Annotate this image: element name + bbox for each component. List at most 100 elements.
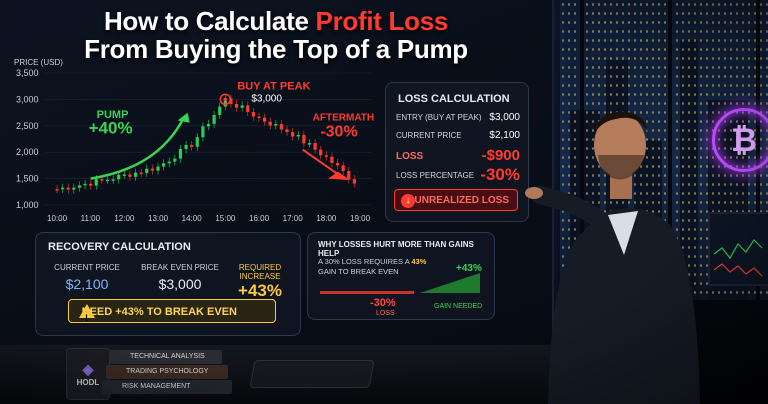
candle-body — [167, 161, 171, 164]
title-highlight: Profit Loss — [315, 6, 449, 36]
book-risk-management: RISK MANAGEMENT — [102, 380, 232, 394]
candle-body — [206, 123, 211, 127]
y-axis-label: PRICE (USD) — [14, 58, 63, 67]
candle-body — [319, 149, 323, 156]
candle-body — [133, 172, 138, 177]
x-tick-label: 17:00 — [283, 214, 304, 223]
why-text-highlight: 43% — [411, 257, 427, 266]
presenter-beard — [598, 155, 644, 180]
peak-value: $3,000 — [251, 93, 282, 104]
pct-label: LOSS PERCENTAGE — [396, 171, 475, 180]
side-monitor-chart — [713, 239, 763, 277]
recovery-header: RECOVERY CALCULATION — [48, 241, 191, 253]
candle-body — [296, 134, 300, 137]
candle-body — [72, 187, 76, 190]
peak-marker-dot — [223, 97, 228, 102]
candle-body — [302, 134, 306, 144]
x-tick-label: 11:00 — [81, 214, 101, 223]
presenter — [525, 111, 700, 404]
aftermath-arrow — [302, 148, 343, 178]
presentation-screen: How to Calculate Profit Loss From Buying… — [0, 0, 554, 347]
candle-body — [145, 168, 149, 173]
candle-body — [77, 185, 82, 188]
candle-body — [324, 155, 328, 157]
entry-row: ENTRY (BUY AT PEAK) $3,000 — [396, 112, 520, 123]
x-tick-label: 14:00 — [182, 214, 203, 223]
title-line-2: From Buying the Top of a Pump — [84, 34, 468, 64]
aftermath-label: AFTERMATH — [313, 113, 374, 124]
candle-body — [94, 179, 98, 186]
candle-body — [341, 165, 345, 171]
pump-arrow — [90, 117, 185, 180]
loss-gain-graphic: +43% -30% LOSS GAIN NEEDED — [320, 263, 482, 317]
candle-body — [285, 129, 289, 133]
candle-body — [61, 187, 65, 190]
candle-body — [139, 172, 143, 175]
why-header: WHY LOSSES HURT MORE THAN GAINS HELP — [318, 240, 474, 258]
candle-body — [150, 168, 154, 171]
breakeven-value: $3,000 — [158, 276, 202, 292]
mug-text: HODL — [76, 378, 100, 387]
title-line-1: How to Calculate Profit Loss — [0, 6, 552, 37]
loss-label: LOSS — [396, 151, 424, 162]
loss-calculation-panel: LOSS CALCULATION ENTRY (BUY AT PEAK) $3,… — [385, 82, 529, 222]
pct-value: -30% — [480, 165, 520, 184]
tablet — [249, 360, 375, 388]
warning-icon — [79, 304, 95, 330]
loss-row: LOSS -$900 — [396, 147, 520, 164]
candle-body — [100, 179, 104, 181]
candle-body — [122, 174, 126, 176]
gain-wedge — [420, 273, 480, 293]
candle-body — [257, 116, 261, 119]
candle-body — [184, 144, 188, 149]
aftermath-arrowhead — [328, 171, 350, 181]
candle-body — [201, 126, 205, 138]
required-label: REQUIRED INCREASE — [238, 263, 282, 281]
x-tick-label: 16:00 — [249, 214, 270, 223]
recovery-current-value: $2,100 — [65, 276, 109, 292]
y-tick-label: 2,500 — [16, 121, 39, 131]
candle-body — [195, 137, 199, 147]
candle-body — [190, 144, 194, 147]
candle-body — [156, 166, 160, 171]
y-tick-label: 1,500 — [16, 174, 39, 184]
break-even-text: NEED +43% TO BREAK EVEN — [81, 306, 237, 318]
recovery-calculation-panel: RECOVERY CALCULATION CURRENT PRICE $2,10… — [35, 232, 301, 336]
candle-body — [212, 114, 216, 124]
recovery-current-label: CURRENT PRICE — [54, 263, 120, 272]
bitcoin-neon-icon: ₿ — [712, 108, 768, 172]
loss-bar — [320, 291, 414, 294]
x-tick-label: 12:00 — [114, 214, 135, 223]
x-tick-label: 10:00 — [47, 214, 68, 223]
candle-body — [55, 189, 59, 191]
candle-body — [117, 174, 121, 180]
y-tick-label: 2,000 — [16, 147, 39, 157]
candle-body — [279, 123, 284, 130]
y-tick-label: 3,500 — [16, 68, 39, 78]
x-tick-label: 19:00 — [350, 214, 371, 223]
breakeven-label: BREAK EVEN PRICE — [141, 263, 219, 272]
y-tick-label: 1,000 — [16, 200, 39, 210]
why-text: A 30% LOSS REQUIRES A 43% GAIN TO BREAK … — [318, 257, 438, 277]
price-chart: PRICE (USD)3,500 3,000 2,500 2,000 1,500 1,00… — [14, 58, 374, 223]
candle-body — [307, 143, 312, 145]
candle-body — [330, 156, 334, 163]
unrealized-loss-label: UNREALIZED LOSS — [414, 195, 509, 206]
x-tick-label: 18:00 — [316, 214, 337, 223]
candle-body — [162, 163, 166, 167]
pct-row: LOSS PERCENTAGE -30% — [396, 165, 520, 184]
pump-arrowhead — [177, 112, 190, 123]
down-arrow-icon: ↓ — [401, 194, 415, 208]
loss-value: -$900 — [481, 147, 520, 164]
candle-body — [218, 106, 222, 115]
required-value: +43% — [238, 281, 282, 300]
candle-body — [234, 103, 239, 108]
why-losses-panel: WHY LOSSES HURT MORE THAN GAINS HELP A 3… — [307, 232, 495, 320]
candle-body — [246, 105, 250, 113]
y-tick-label: 3,000 — [16, 94, 39, 104]
candle-body — [291, 132, 295, 137]
candle-body — [105, 179, 110, 182]
candle-body — [89, 183, 93, 186]
candle-body — [111, 179, 115, 181]
